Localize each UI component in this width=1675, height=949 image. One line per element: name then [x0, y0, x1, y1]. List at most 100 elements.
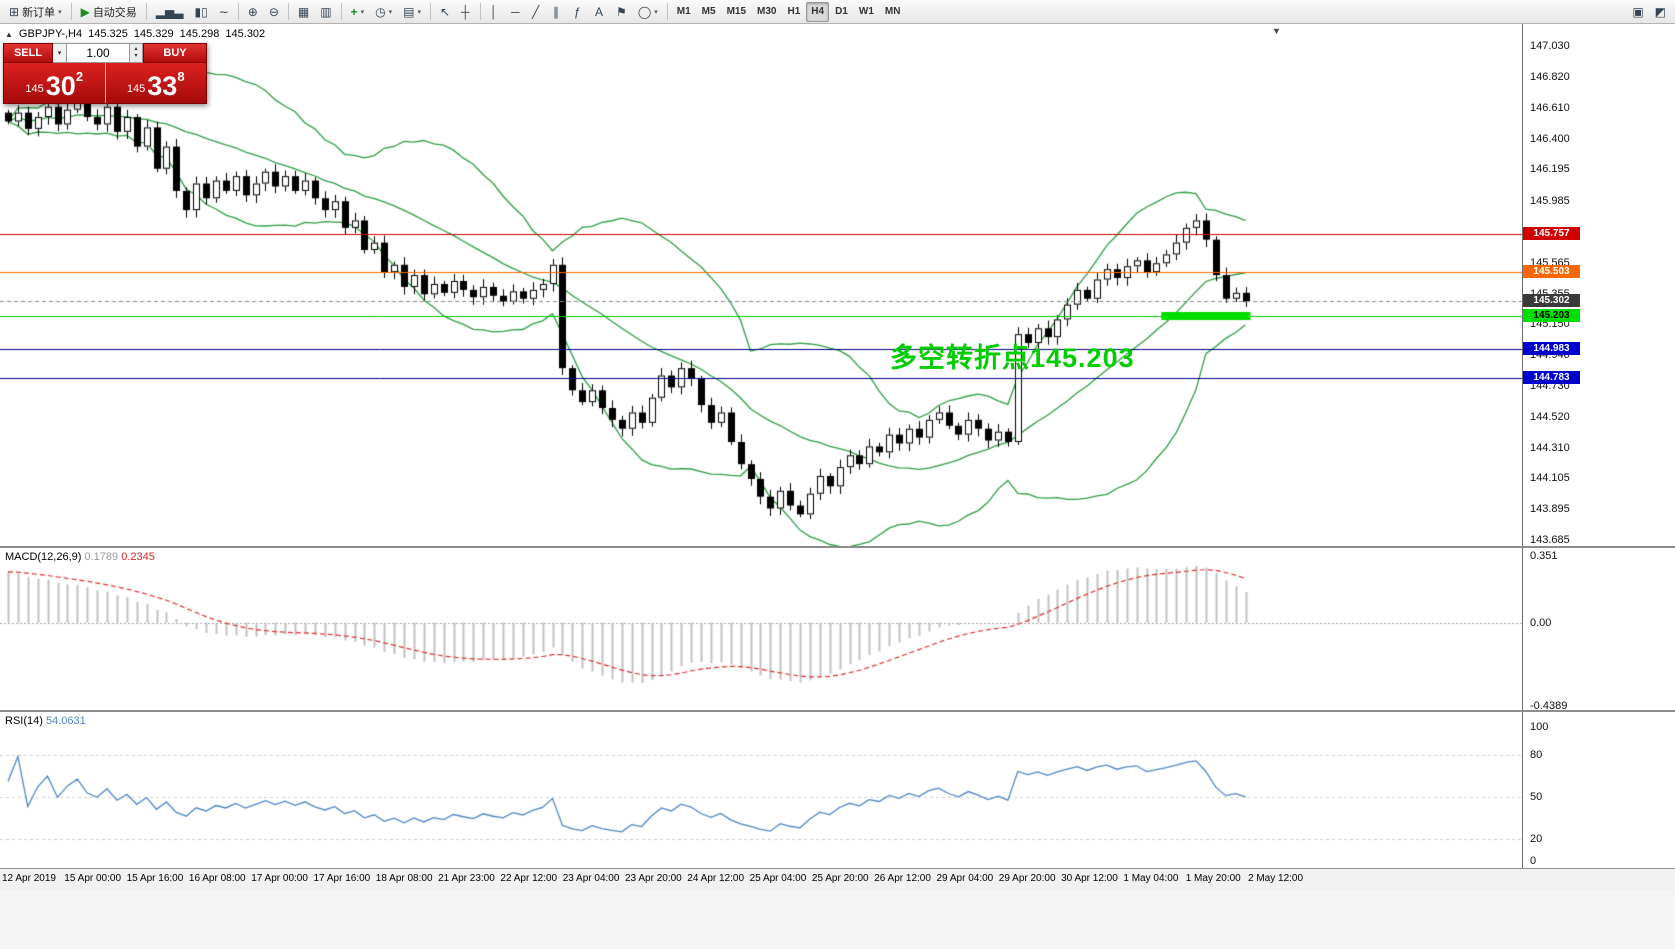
auto-arrange-button[interactable]: ▥	[315, 2, 336, 22]
cursor-button[interactable]: ↖	[435, 2, 455, 22]
equidistant-channel-button[interactable]: ∥	[548, 2, 568, 22]
timeframe-h1-button[interactable]: H1	[787, 6, 801, 17]
time-axis[interactable]: 12 Apr 2019 15 Apr 00:00 15 Apr 16:00 16 Ap…	[0, 868, 1675, 890]
price-axis-label: 147.030	[1530, 40, 1570, 53]
caret-down-icon: ▾	[388, 8, 393, 16]
macd-axis: 0.351 0.00 -0.4389	[1522, 548, 1675, 712]
tile-windows-button[interactable]: ▦	[293, 2, 314, 22]
sell-button[interactable]: SELL	[3, 43, 53, 63]
caret-down-icon: ▾	[57, 50, 62, 57]
ask-price-display[interactable]: 145 33 8	[106, 63, 207, 103]
toolbar-separator	[480, 3, 482, 20]
volume-stepper[interactable]: ▴ ▾	[130, 43, 143, 63]
price-tag-resistance-red[interactable]: 145.757	[1523, 227, 1580, 241]
volume-up-icon: ▴	[134, 46, 138, 53]
timeframe-mn-button[interactable]: MN	[884, 6, 901, 17]
one-click-trading-panel: SELL ▾ 1.00 ▴ ▾ BUY 145 30 2	[3, 43, 207, 104]
fibonacci-button[interactable]: ƒ	[569, 2, 589, 22]
bar-chart-icon: ▂▅▃	[155, 4, 184, 19]
ask-prefix: 145	[126, 83, 146, 95]
bar-chart-button[interactable]: ▂▅▃	[151, 2, 189, 22]
vertical-line-icon: │	[490, 4, 498, 19]
text-button[interactable]: A	[590, 2, 610, 22]
price-chart-canvas[interactable]	[0, 24, 1522, 546]
time-axis-label: 16 Apr 08:00	[188, 873, 246, 884]
chart-shift-marker[interactable]: ▼	[1272, 26, 1281, 36]
panel-divider[interactable]	[0, 546, 1675, 548]
macd-panel-row: MACD(12,26,9) 0.1789 0.2345 0.351 0.00 -0.…	[0, 548, 1675, 712]
order-type-dropdown[interactable]: ▾	[53, 43, 67, 63]
macd-panel[interactable]: MACD(12,26,9) 0.1789 0.2345	[0, 548, 1522, 710]
time-axis-label: 12 Apr 2019	[2, 873, 56, 884]
bid-ask-divider	[104, 63, 106, 103]
price-chart[interactable]: ▲ GBPJPY-,H4 145.325 145.329 145.298 145…	[0, 24, 1522, 546]
templates-button[interactable]: ▤ ▾	[398, 2, 426, 22]
ask-pip-digit: 8	[177, 69, 185, 84]
caret-down-icon: ▾	[58, 8, 62, 16]
caret-down-icon: ▾	[360, 8, 365, 16]
templates-icon: ▤	[403, 4, 415, 19]
panel-divider[interactable]	[0, 710, 1675, 712]
new-order-button[interactable]: ⊞ 新订单 ▾	[4, 2, 67, 22]
chart-profile-button[interactable]: ▣	[1627, 2, 1648, 22]
zoom-in-button[interactable]: ⊕	[243, 2, 263, 22]
zoom-out-button[interactable]: ⊖	[264, 2, 284, 22]
vertical-line-button[interactable]: │	[485, 2, 505, 22]
crosshair-button[interactable]: ┼	[456, 2, 476, 22]
price-axis-label: 144.520	[1530, 410, 1570, 423]
price-tag-support-navy-2[interactable]: 144.783	[1523, 371, 1580, 385]
time-axis-label: 25 Apr 20:00	[811, 873, 869, 884]
candlestick-chart-icon: ▮▯	[194, 4, 208, 19]
indicators-button[interactable]: + ▾	[346, 2, 370, 22]
fibonacci-icon: ƒ	[574, 4, 581, 19]
price-axis-label: 146.820	[1530, 71, 1570, 84]
price-axis-label: 146.610	[1530, 102, 1570, 115]
one-click-collapse-toggle[interactable]: ▲	[5, 29, 13, 39]
auto-trading-button[interactable]: ▶ 自动交易	[76, 2, 142, 22]
buy-button[interactable]: BUY	[143, 43, 207, 63]
timeframe-m15-button[interactable]: M15	[726, 6, 747, 17]
workspace-button[interactable]: ◩	[1650, 2, 1671, 22]
timeframe-w1-button[interactable]: W1	[858, 6, 874, 17]
price-axis[interactable]: 147.030 146.820 146.610 146.400 146.195 145.9…	[1522, 24, 1675, 546]
timeframe-m1-button[interactable]: M1	[676, 6, 691, 17]
zoom-in-icon: ⊕	[247, 4, 258, 19]
trendline-button[interactable]: ╱	[527, 2, 547, 22]
trade-controls: SELL ▾ 1.00 ▴ ▾ BUY	[3, 43, 207, 63]
caret-down-icon: ▾	[654, 8, 658, 16]
price-tag-bid-line[interactable]: 145.302	[1523, 294, 1580, 308]
time-axis-label: 18 Apr 08:00	[375, 873, 433, 884]
label-button[interactable]: ⚑	[611, 2, 632, 22]
horizontal-line-button[interactable]: ─	[506, 2, 526, 22]
price-axis-label: 146.400	[1530, 133, 1570, 146]
symbol-info: ▲ GBPJPY-,H4 145.325 145.329 145.298 145…	[5, 28, 265, 40]
macd-value-1: 0.1789	[84, 551, 119, 563]
bid-price-display[interactable]: 145 30 2	[4, 63, 105, 103]
volume-input[interactable]: 1.00	[67, 43, 130, 63]
bar-low-value: 145.298	[179, 28, 220, 40]
time-axis-label: 17 Apr 16:00	[313, 873, 371, 884]
macd-axis-label: 0.351	[1530, 550, 1558, 562]
price-axis-label: 145.985	[1530, 194, 1570, 207]
shapes-button[interactable]: ◯ ▾	[633, 2, 663, 22]
candlestick-chart-button[interactable]: ▮▯	[190, 2, 213, 22]
line-chart-icon: ∼	[218, 4, 229, 19]
macd-name: MACD(12,26,9)	[5, 551, 82, 563]
timeframe-m30-button[interactable]: M30	[757, 6, 777, 17]
time-axis-label: 25 Apr 04:00	[749, 873, 807, 884]
macd-value-2: 0.2345	[121, 551, 155, 563]
price-tag-resistance-orange[interactable]: 145.503	[1523, 264, 1580, 278]
price-tag-pivot-green[interactable]: 145.203	[1523, 309, 1580, 323]
rsi-canvas[interactable]	[0, 712, 1522, 868]
macd-canvas[interactable]	[0, 548, 1522, 710]
time-axis-label: 15 Apr 00:00	[64, 873, 122, 884]
time-axis-label: 22 Apr 12:00	[500, 873, 558, 884]
timeframe-d1-button[interactable]: D1	[835, 6, 848, 17]
price-tag-support-navy-1[interactable]: 144.983	[1523, 341, 1580, 355]
line-chart-button[interactable]: ∼	[214, 2, 234, 22]
timeframe-h4-button[interactable]: H4	[806, 1, 830, 22]
timeframe-m5-button[interactable]: M5	[701, 6, 716, 17]
rsi-panel[interactable]: RSI(14) 54.0631	[0, 712, 1522, 868]
periods-button[interactable]: ◷ ▾	[370, 2, 397, 22]
bid-pip-digit: 2	[75, 69, 84, 84]
